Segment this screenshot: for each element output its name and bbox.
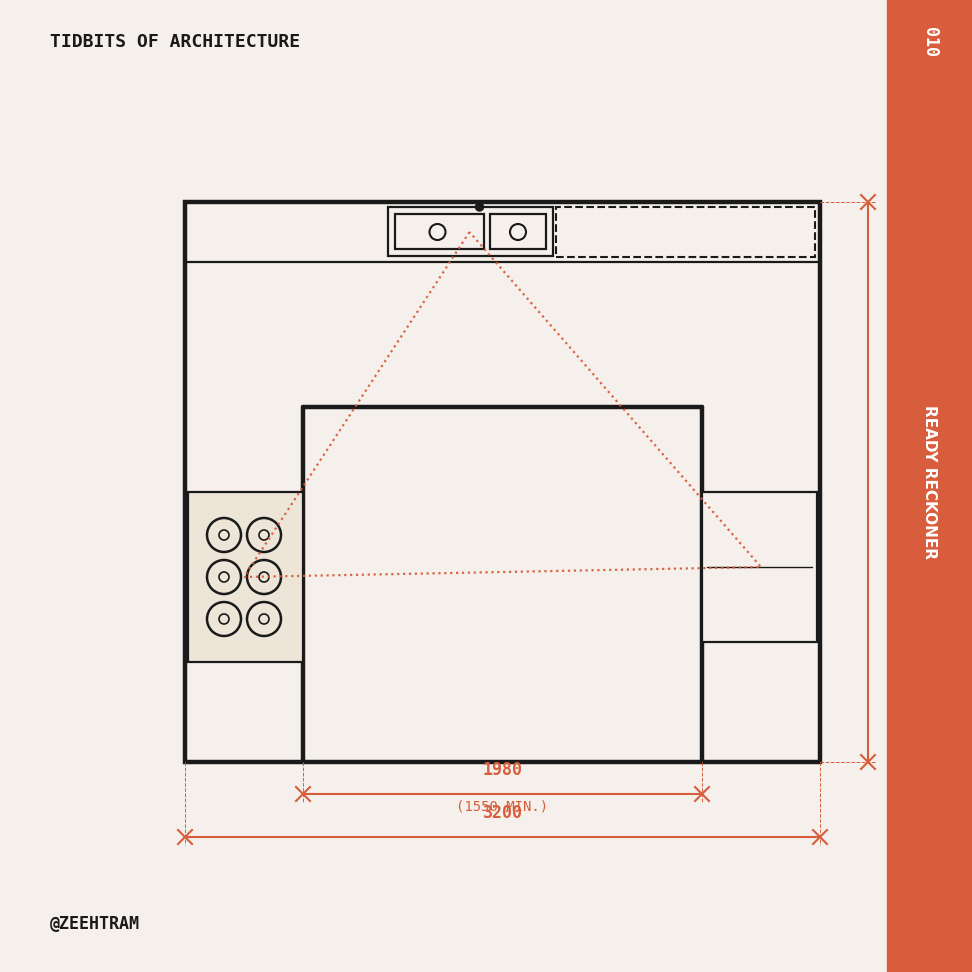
Text: (1550 MIN.): (1550 MIN.)	[457, 799, 548, 813]
Bar	[395, 214, 483, 249]
Text: READY RECKONER: READY RECKONER	[922, 405, 937, 559]
Bar	[388, 207, 552, 256]
Text: 3150: 3150	[882, 462, 900, 502]
Circle shape	[475, 203, 483, 211]
Text: 010: 010	[920, 27, 939, 57]
Bar	[185, 202, 820, 762]
Bar	[702, 492, 817, 642]
Bar	[887, 0, 972, 972]
Text: 1980: 1980	[482, 761, 523, 779]
Bar	[490, 214, 545, 249]
Bar	[556, 207, 815, 257]
Text: 3200: 3200	[482, 804, 523, 822]
Bar	[188, 492, 303, 662]
Text: TIDBITS OF ARCHITECTURE: TIDBITS OF ARCHITECTURE	[50, 33, 300, 51]
Text: @ZEEHTRAM: @ZEEHTRAM	[50, 915, 140, 933]
